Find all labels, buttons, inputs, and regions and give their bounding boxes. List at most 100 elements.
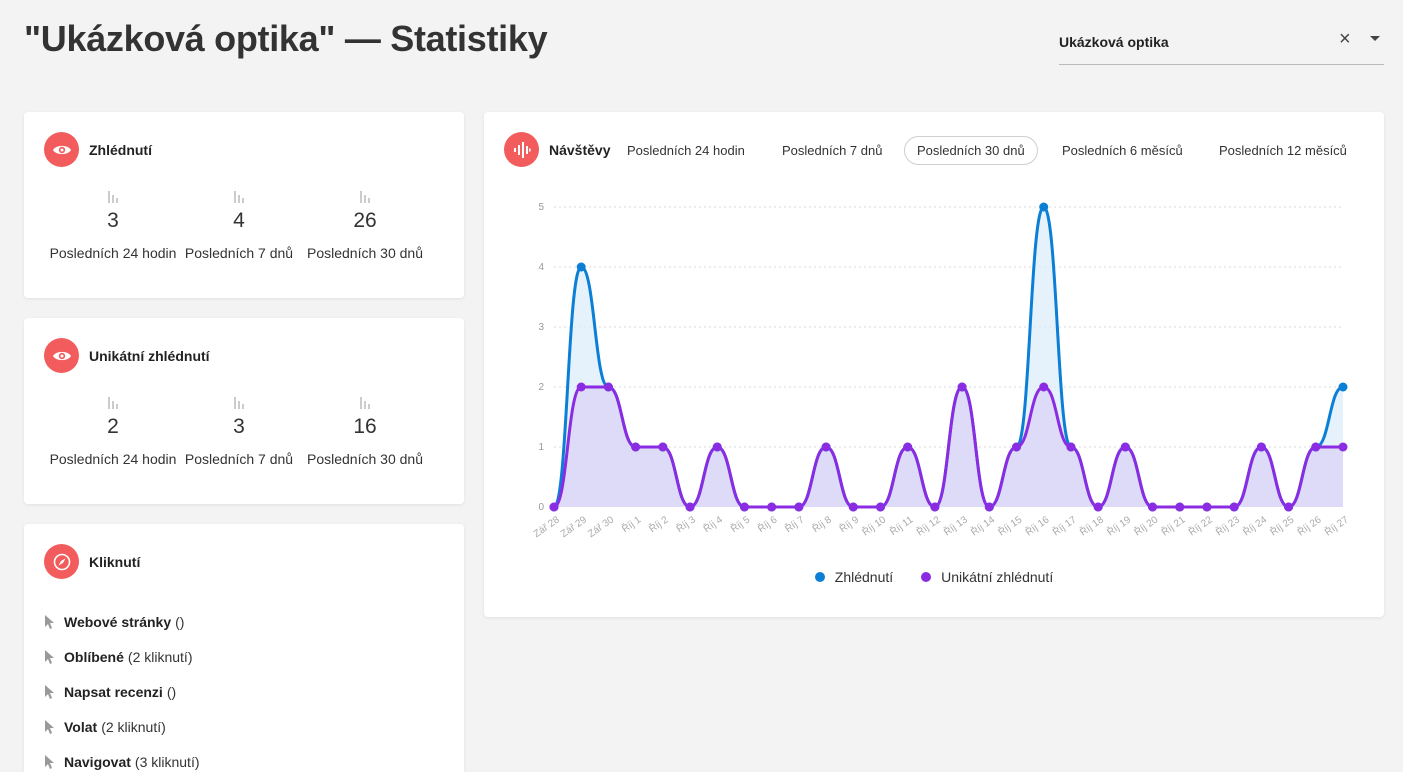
x-tick-label: Říj 5: [728, 513, 753, 536]
stat-30d: 26 Posledních 30 dnů: [300, 190, 430, 261]
stat-value: 3: [233, 415, 245, 438]
tab-12m[interactable]: Posledních 12 měsíců: [1219, 143, 1347, 158]
x-tick-label: Říj 27: [1322, 513, 1351, 539]
x-tick-label: Říj 21: [1159, 513, 1188, 539]
data-point: [1175, 502, 1185, 512]
tab-7d[interactable]: Posledních 7 dnů: [782, 143, 883, 158]
stat-7d: 3 Posledních 7 dnů: [178, 396, 300, 467]
y-tick-label: 0: [538, 502, 544, 513]
click-name: Oblíbené: [64, 648, 124, 665]
cursor-icon: [45, 754, 54, 769]
venue-select[interactable]: Ukázková optika ×: [1059, 24, 1384, 65]
stat-value: 4: [233, 209, 245, 232]
data-point: [1093, 502, 1103, 512]
data-point: [1229, 502, 1239, 512]
visits-title: Návštěvy: [549, 141, 611, 158]
stat-value: 16: [353, 415, 377, 438]
data-point: [930, 502, 940, 512]
data-point: [631, 442, 641, 452]
data-point: [1338, 442, 1348, 452]
click-name: Volat: [64, 718, 98, 735]
list-item: Napsat recenzi (): [44, 674, 200, 709]
y-tick-label: 2: [538, 382, 544, 393]
data-point: [1256, 442, 1266, 452]
x-tick-label: Říj 10: [859, 513, 888, 539]
data-point: [739, 502, 749, 512]
list-item: Volat (2 kliknutí): [44, 709, 200, 744]
data-point: [794, 502, 804, 512]
stat-label: Posledních 30 dnů: [307, 245, 423, 261]
cursor-icon: [45, 614, 54, 629]
x-tick-label: Říj 20: [1131, 513, 1160, 539]
legend-item-unique-views[interactable]: Unikátní zhlédnutí: [921, 569, 1053, 585]
data-point: [1120, 442, 1130, 452]
stat-30d: 16 Posledních 30 dnů: [300, 396, 430, 467]
x-tick-label: Říj 26: [1295, 513, 1324, 539]
stat-label: Posledních 7 dnů: [184, 245, 294, 261]
stat-24h: 3 Posledních 24 hodin: [48, 190, 178, 261]
chevron-down-icon[interactable]: [1370, 36, 1380, 41]
stat-7d: 4 Posledních 7 dnů: [178, 190, 300, 261]
cursor-icon: [45, 684, 54, 699]
clear-icon[interactable]: ×: [1339, 28, 1351, 50]
click-name: Napsat recenzi: [64, 683, 163, 700]
data-point: [549, 502, 559, 512]
x-tick-label: Říj 14: [968, 513, 997, 539]
eye-icon: [44, 132, 79, 167]
cursor-icon: [45, 719, 54, 734]
data-point: [984, 502, 994, 512]
x-tick-label: Říj 7: [782, 513, 807, 536]
x-tick-label: Říj 9: [837, 513, 862, 536]
data-point: [1338, 382, 1348, 392]
data-point: [603, 382, 613, 392]
eye-icon: [44, 338, 79, 373]
tab-24h[interactable]: Posledních 24 hodin: [627, 143, 745, 158]
data-point: [1012, 442, 1022, 452]
click-name: Navigovat: [64, 753, 131, 770]
stat-label: Posledních 24 hodin: [49, 245, 177, 261]
visits-card: Návštěvy Posledních 24 hodin Posledních …: [484, 112, 1384, 617]
bar-chart-icon: [108, 397, 118, 409]
x-tick-label: Říj 8: [809, 513, 834, 536]
x-tick-label: Říj 16: [1023, 513, 1052, 539]
stat-label: Posledních 30 dnů: [307, 451, 423, 467]
data-point: [848, 502, 858, 512]
x-tick-label: Říj 1: [619, 513, 644, 536]
stat-label: Posledních 24 hodin: [49, 451, 177, 467]
x-tick-label: Říj 12: [914, 513, 943, 539]
legend-item-views[interactable]: Zhlédnutí: [814, 569, 893, 585]
venue-select-value[interactable]: Ukázková optika: [1059, 34, 1169, 50]
y-tick-label: 4: [538, 262, 544, 273]
y-tick-label: 3: [538, 322, 544, 333]
data-point: [1284, 502, 1294, 512]
list-item: Oblíbené (2 kliknutí): [44, 639, 200, 674]
bar-chart-icon: [360, 397, 370, 409]
data-point: [821, 442, 831, 452]
legend-dot-icon: [921, 572, 932, 582]
sound-wave-icon: [504, 132, 539, 167]
x-tick-label: Říj 11: [887, 513, 916, 538]
y-tick-label: 1: [538, 442, 544, 453]
data-point: [658, 442, 668, 452]
bar-chart-icon: [360, 191, 370, 203]
tab-30d[interactable]: Posledních 30 dnů: [904, 136, 1038, 165]
x-tick-label: Zář 30: [586, 514, 616, 540]
views-title: Zhlédnutí: [89, 141, 152, 158]
data-point: [685, 502, 695, 512]
x-tick-label: Říj 3: [673, 513, 698, 536]
x-tick-label: Říj 4: [701, 513, 726, 536]
data-point: [875, 502, 885, 512]
x-tick-label: Zář 29: [559, 514, 589, 540]
list-item: Webové stránky (): [44, 604, 200, 639]
x-tick-label: Říj 13: [941, 513, 970, 539]
data-point: [1311, 442, 1321, 452]
data-point: [1039, 202, 1049, 212]
click-name: Webové stránky: [64, 613, 172, 630]
x-tick-label: Říj 23: [1213, 513, 1242, 539]
list-item: Navigovat (3 kliknutí): [44, 744, 200, 772]
click-count: (): [175, 613, 185, 630]
tab-6m[interactable]: Posledních 6 měsíců: [1062, 143, 1183, 158]
stat-value: 2: [107, 415, 119, 438]
data-point: [903, 442, 913, 452]
